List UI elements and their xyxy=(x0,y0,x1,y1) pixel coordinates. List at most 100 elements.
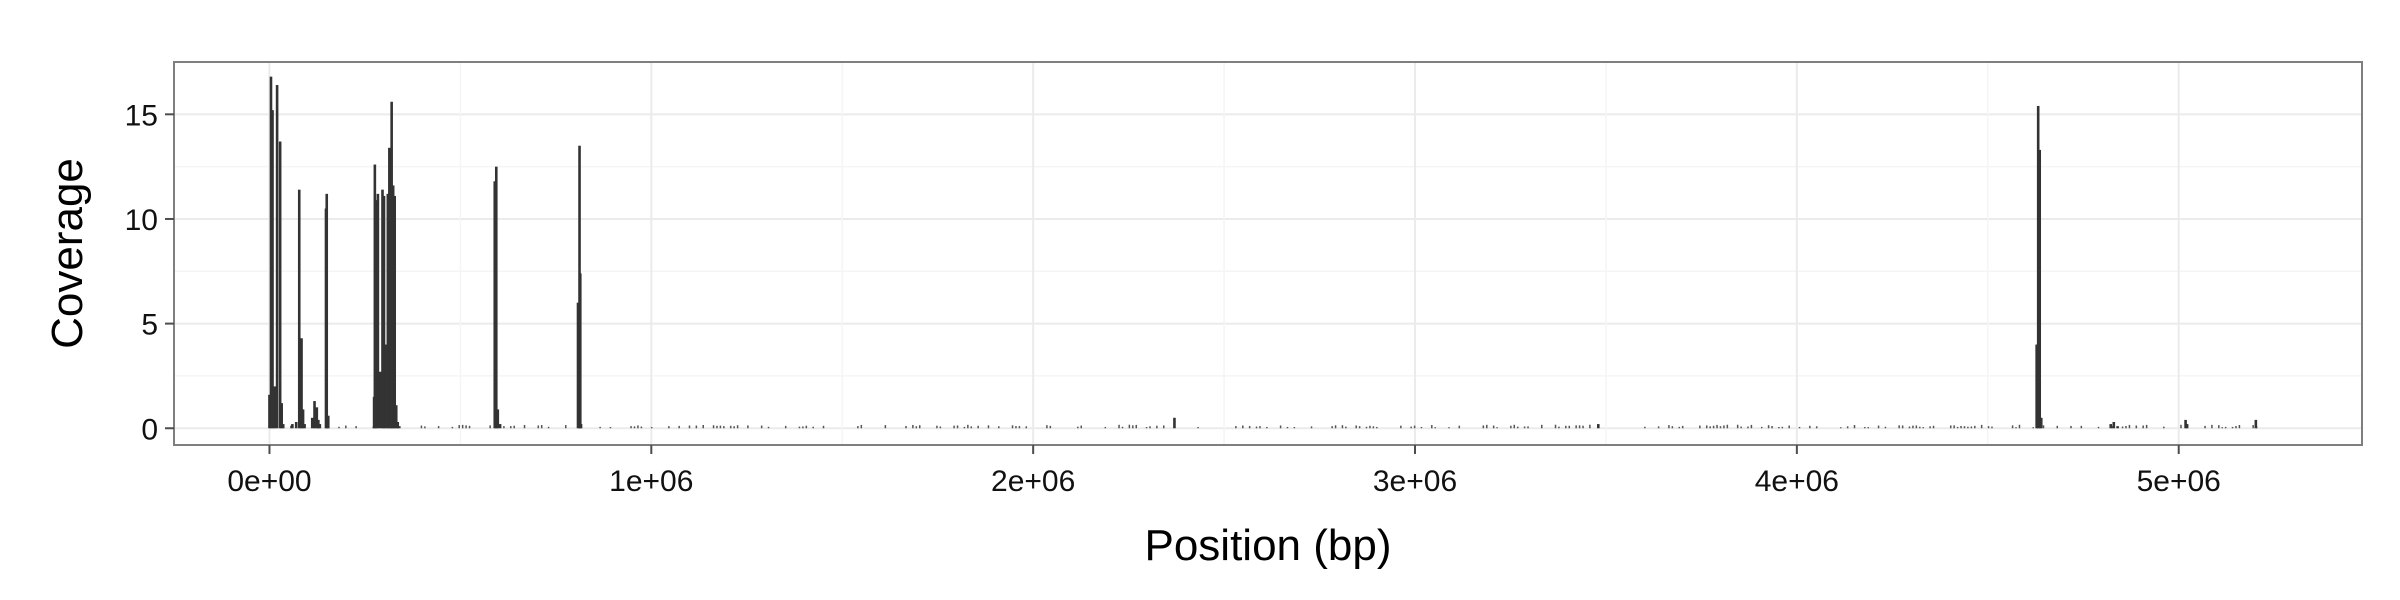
baseline-bar xyxy=(747,425,749,429)
baseline-bar xyxy=(977,425,979,429)
baseline-bar xyxy=(678,425,680,429)
coverage-bar xyxy=(378,371,382,429)
baseline-bar xyxy=(1516,426,1519,429)
baseline-bar xyxy=(1358,426,1361,429)
coverage-bar xyxy=(382,195,386,429)
coverage-bar xyxy=(2116,426,2119,429)
baseline-bar xyxy=(1341,425,1344,429)
baseline-bar xyxy=(918,425,921,429)
baseline-bar xyxy=(1709,426,1711,429)
baseline-bar xyxy=(1334,425,1337,429)
coverage-bar xyxy=(326,415,330,429)
coverage-bar xyxy=(390,101,393,429)
baseline-bar xyxy=(451,426,454,429)
baseline-bar xyxy=(2015,427,2017,429)
baseline-bar xyxy=(812,426,814,429)
baseline-bar xyxy=(1788,425,1790,429)
baseline-bar xyxy=(547,426,550,429)
baseline-bar xyxy=(967,424,969,429)
baseline-noise xyxy=(272,424,2258,429)
coverage-bar xyxy=(376,193,380,429)
baseline-bar xyxy=(884,425,887,429)
baseline-bar xyxy=(802,426,804,429)
coverage-bar xyxy=(281,424,285,429)
baseline-bar xyxy=(729,425,732,429)
baseline-bar xyxy=(609,426,612,429)
baseline-bar xyxy=(1912,425,1914,429)
baseline-bar xyxy=(510,426,512,429)
baseline-bar xyxy=(1740,426,1742,429)
baseline-bar xyxy=(1953,425,1955,429)
coverage-bar xyxy=(313,401,316,429)
baseline-bar xyxy=(2011,425,2014,429)
baseline-bar xyxy=(767,426,770,429)
coverage-bar xyxy=(2038,149,2042,429)
x-tick-label: 0e+00 xyxy=(227,465,311,498)
baseline-bar xyxy=(1681,425,1684,429)
baseline-bar xyxy=(1974,425,1976,429)
baseline-bar xyxy=(936,425,938,429)
baseline-bar xyxy=(1719,426,1722,429)
coverage-bar xyxy=(318,424,322,429)
baseline-bar xyxy=(424,426,426,429)
baseline-bar xyxy=(640,426,643,429)
coverage-bar xyxy=(310,417,314,429)
baseline-bar xyxy=(1558,426,1560,429)
coverage-bar xyxy=(373,164,377,429)
baseline-bar xyxy=(1589,424,1591,429)
baseline-bar xyxy=(2032,427,2034,429)
coverage-bar xyxy=(269,76,273,429)
baseline-bar xyxy=(1162,425,1165,429)
baseline-bar xyxy=(1867,427,1870,429)
baseline-bar xyxy=(912,424,914,429)
baseline-bar xyxy=(1266,426,1268,429)
baseline-bar xyxy=(1657,426,1660,429)
baseline-bar xyxy=(2204,425,2206,429)
coverage-bar xyxy=(493,181,497,429)
baseline-bar xyxy=(1527,426,1529,429)
baseline-bar xyxy=(1293,427,1296,429)
baseline-bar xyxy=(970,426,973,429)
baseline-bar xyxy=(1846,426,1849,429)
x-tick-label: 2e+06 xyxy=(991,465,1075,498)
baseline-bar xyxy=(736,425,739,429)
baseline-bar xyxy=(1513,424,1516,429)
baseline-bar xyxy=(630,426,632,429)
baseline-bar xyxy=(1726,424,1729,429)
baseline-bar xyxy=(2135,425,2138,429)
coverage-bar xyxy=(2184,419,2187,429)
baseline-bar xyxy=(1781,426,1784,429)
baseline-bar xyxy=(2211,424,2213,429)
baseline-bar xyxy=(1400,425,1402,429)
baseline-bar xyxy=(1015,426,1017,429)
baseline-bar xyxy=(784,425,787,429)
baseline-bar xyxy=(1949,425,1952,429)
baseline-bar xyxy=(1310,426,1313,429)
coverage-bar xyxy=(300,338,303,429)
baseline-bar xyxy=(1853,425,1856,429)
coverage-bar xyxy=(273,386,277,429)
baseline-bar xyxy=(987,425,990,429)
coverage-bar xyxy=(280,403,283,429)
coverage-bar xyxy=(275,85,279,429)
coverage-bar xyxy=(1173,417,1176,429)
baseline-bar xyxy=(565,425,567,429)
baseline-bar xyxy=(2180,424,2182,429)
baseline-bar xyxy=(1980,424,1983,429)
baseline-bar xyxy=(345,425,347,429)
y-tick-label: 0 xyxy=(141,413,158,446)
y-tick-label: 5 xyxy=(141,309,158,342)
baseline-bar xyxy=(1128,424,1131,429)
baseline-bar xyxy=(939,426,942,429)
y-tick-label: 10 xyxy=(125,204,158,237)
baseline-bar xyxy=(668,426,670,429)
baseline-bar xyxy=(1413,425,1416,429)
coverage-bar xyxy=(391,185,395,429)
baseline-bar xyxy=(860,424,863,429)
baseline-bar xyxy=(2080,425,2083,429)
baseline-bar xyxy=(1575,425,1577,429)
coverage-bar xyxy=(325,193,329,429)
baseline-bar xyxy=(1922,427,1924,429)
coverage-bar xyxy=(278,141,282,429)
baseline-bar xyxy=(1255,426,1258,429)
